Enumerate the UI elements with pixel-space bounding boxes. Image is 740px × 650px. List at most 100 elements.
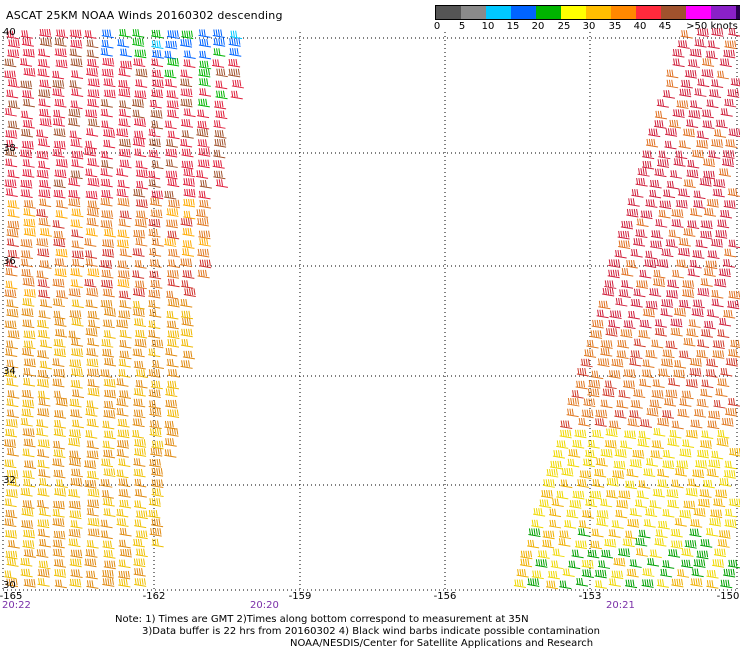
wind-barb [101,490,114,499]
lon-label: -165 [0,591,23,602]
wind-barb [22,298,35,307]
wind-barb [627,198,640,207]
wind-barb [687,159,700,169]
wind-barb [103,89,116,99]
wind-barb [214,100,227,110]
wind-barb [119,300,132,309]
wind-barb [634,499,648,509]
wind-barb [131,430,145,439]
wind-barb [212,160,225,169]
wind-barb [661,299,674,308]
wind-barb [86,68,99,77]
wind-barb [181,160,194,170]
wind-barb [35,209,49,218]
wind-barb [6,238,19,248]
wind-barb [665,389,678,399]
wind-barb [103,410,116,419]
wind-barb [655,529,668,538]
wind-barb [649,500,662,509]
wind-barb [560,479,573,489]
wind-barb [101,29,114,39]
wind-barb [54,329,68,338]
wind-barb [657,479,670,489]
wind-barb [182,350,195,360]
wind-barb [669,170,683,179]
wind-barb [586,339,599,349]
wind-barb [667,377,681,387]
wind-barb [198,78,211,87]
wind-barb [668,119,682,129]
wind-barb [116,449,129,458]
wind-barb [645,138,659,148]
wind-barb [545,580,559,590]
wind-barb [23,478,36,488]
wind-barb [626,208,639,218]
wind-barb [574,429,587,439]
wind-barb [39,360,52,370]
wind-barb [213,170,226,180]
wind-barb [70,139,83,148]
wind-barb [52,358,65,367]
wind-barb [54,48,67,58]
wind-barb [164,449,177,458]
wind-barb [133,568,146,577]
wind-barb [117,198,130,207]
wind-barb [23,549,36,558]
wind-barb [150,120,164,130]
wind-barb [103,430,116,440]
wind-barb [677,188,690,198]
wind-barb [649,240,663,250]
wind-barb [531,570,544,580]
wind-barb [53,559,66,568]
wind-barb [215,80,228,90]
wind-barb [151,40,164,50]
wind-barb [117,260,130,270]
wind-barb [86,58,100,68]
wind-barb [214,130,227,139]
wind-barb [4,107,17,117]
wind-barb [629,508,642,517]
wind-barb [672,109,685,118]
scale-color-segment [536,6,561,19]
wind-barb [148,320,161,330]
wind-barb [706,468,719,478]
wind-barb [719,58,732,68]
wind-barb [148,218,161,228]
wind-barb [37,488,50,497]
wind-barb [118,390,131,399]
wind-barb [228,38,241,47]
wind-barb [6,299,19,309]
wind-barb [665,340,678,350]
wind-barb [70,520,83,529]
wind-barb [167,230,180,240]
wind-barb [68,458,82,467]
wind-barb [23,460,37,470]
wind-barb [132,348,145,358]
wind-barb [639,378,652,388]
wind-barb [119,48,132,58]
wind-barb [713,129,727,138]
wind-barb [182,198,196,208]
wind-barb [166,320,179,330]
wind-barb [727,89,740,98]
wind-barb [23,340,36,350]
wind-barb [52,508,65,518]
wind-barb [670,327,683,337]
wind-barb [650,450,663,459]
wind-barb [148,128,161,138]
wind-barb [39,299,53,308]
wind-barb [581,510,595,519]
wind-barb [84,278,97,288]
wind-barb [706,99,719,109]
wind-barb [134,339,147,348]
wind-barb [85,258,98,267]
wind-barb [118,80,131,89]
wind-barb [149,528,162,537]
wind-barb [102,498,115,507]
wind-barb [4,459,17,469]
wind-barb [52,298,65,308]
wind-barb [679,510,692,519]
wind-barb [531,519,544,529]
wind-barb [699,440,713,449]
map-title: ASCAT 25KM NOAA Winds 20160302 descendin… [6,9,283,22]
